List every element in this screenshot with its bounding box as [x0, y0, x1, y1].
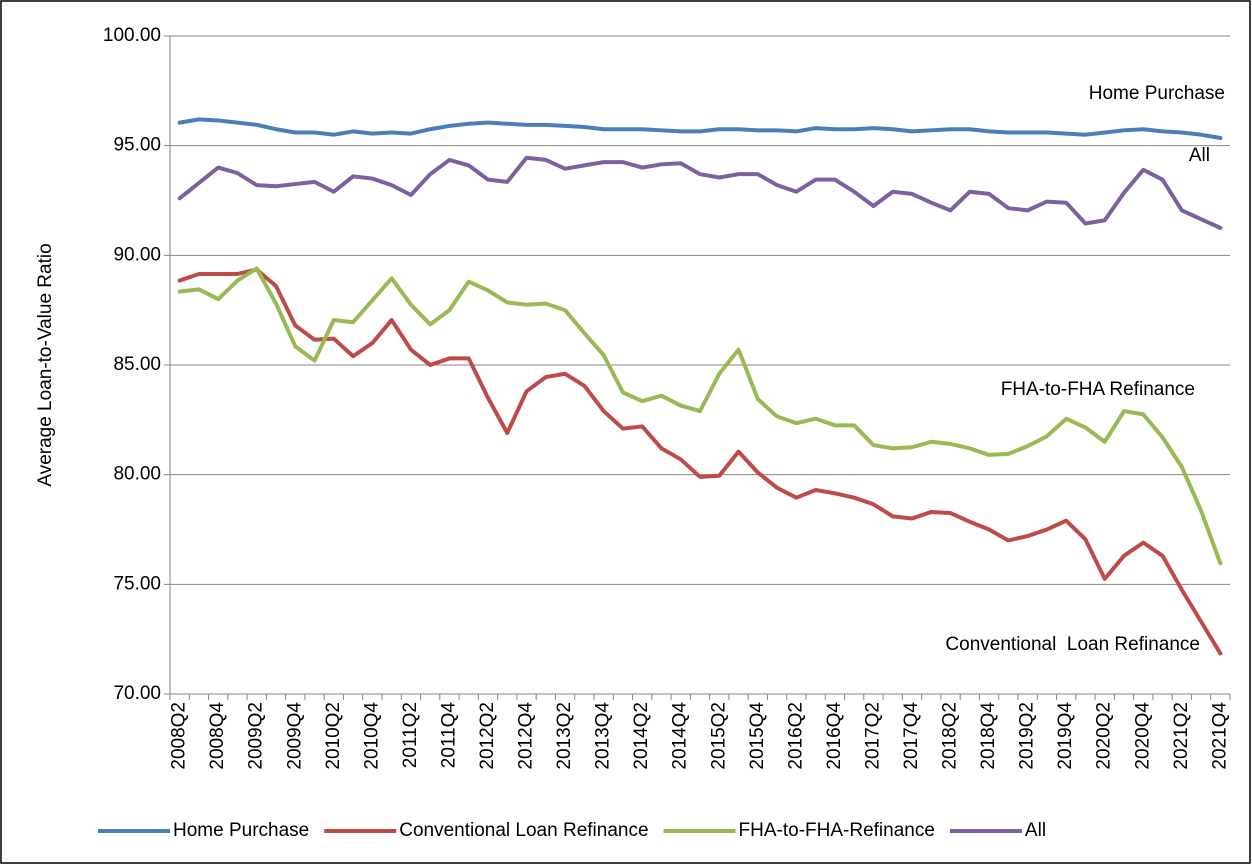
legend-label: Home Purchase — [173, 820, 309, 841]
series-line — [177, 266, 1223, 566]
x-tick-label: 2017Q2 — [862, 702, 883, 770]
legend-label: Conventional Loan Refinance — [399, 820, 648, 841]
x-tick-label: 2015Q2 — [708, 702, 729, 770]
x-tick-label: 2008Q4 — [207, 702, 228, 770]
annotation: All — [1189, 145, 1210, 166]
x-tick-label: 2014Q2 — [631, 702, 652, 770]
y-tick-label: 100.00 — [103, 25, 161, 46]
x-tick-label: 2018Q2 — [940, 702, 961, 770]
y-axis-label: Average Loan-to-Value Ratio — [35, 243, 56, 486]
x-tick-label: 2010Q2 — [323, 702, 344, 770]
x-tick-label: 2013Q2 — [554, 702, 575, 770]
x-tick-label: 2011Q4 — [438, 702, 459, 769]
x-tick-label: 2021Q4 — [1209, 702, 1230, 770]
x-tick-label: 2008Q2 — [169, 702, 190, 770]
x-tick-label: 2020Q2 — [1094, 702, 1115, 770]
legend-label: FHA-to-FHA-Refinance — [739, 820, 935, 841]
y-tick-label: 75.00 — [113, 573, 161, 594]
x-tick-label: 2009Q2 — [246, 702, 267, 770]
x-tick-label: 2020Q4 — [1132, 702, 1153, 770]
y-tick-label: 95.00 — [113, 135, 161, 156]
x-tick-label: 2019Q4 — [1055, 702, 1076, 770]
x-tick-label: 2016Q4 — [824, 702, 845, 770]
x-tick-label: 2012Q2 — [477, 702, 498, 770]
x-tick-label: 2012Q4 — [516, 702, 537, 770]
y-tick-label: 90.00 — [113, 244, 161, 265]
series-line — [177, 267, 1223, 656]
x-tick-label: 2021Q2 — [1171, 702, 1192, 770]
annotation: Home Purchase — [1089, 83, 1225, 104]
x-tick-label: 2014Q4 — [670, 702, 691, 770]
y-tick-label: 80.00 — [113, 464, 161, 485]
x-tick-label: 2015Q4 — [747, 702, 768, 770]
annotation: Conventional Loan Refinance — [945, 634, 1200, 655]
x-tick-label: 2009Q4 — [284, 702, 305, 770]
x-tick-label: 2019Q2 — [1017, 702, 1038, 770]
y-tick-label: 85.00 — [113, 354, 161, 375]
x-tick-label: 2013Q4 — [593, 702, 614, 770]
series-line — [177, 117, 1223, 140]
x-tick-label: 2010Q4 — [361, 702, 382, 770]
annotation: FHA-to-FHA Refinance — [1001, 379, 1195, 400]
x-tick-label: 2011Q2 — [400, 702, 421, 768]
series-line — [177, 155, 1223, 230]
x-tick-label: 2018Q4 — [978, 702, 999, 770]
x-tick-label: 2017Q4 — [901, 702, 922, 770]
y-tick-label: 70.00 — [113, 683, 161, 704]
legend-label: All — [1025, 820, 1046, 841]
x-tick-label: 2016Q2 — [785, 702, 806, 770]
